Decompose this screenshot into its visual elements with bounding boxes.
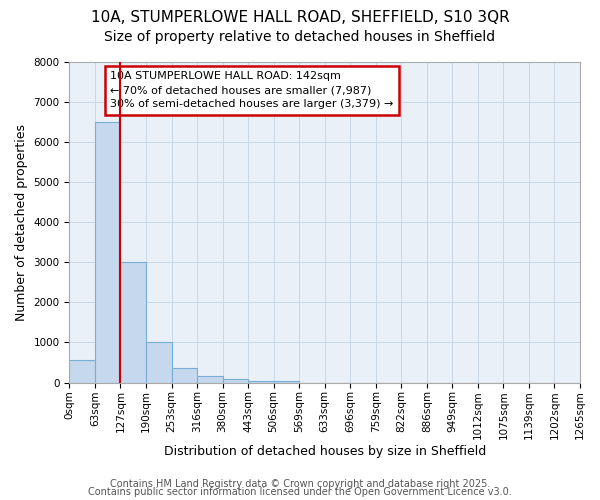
Text: 10A, STUMPERLOWE HALL ROAD, SHEFFIELD, S10 3QR: 10A, STUMPERLOWE HALL ROAD, SHEFFIELD, S… xyxy=(91,10,509,25)
Y-axis label: Number of detached properties: Number of detached properties xyxy=(15,124,28,320)
Bar xyxy=(146,342,172,382)
Bar xyxy=(172,368,197,382)
Text: 10A STUMPERLOWE HALL ROAD: 142sqm
← 70% of detached houses are smaller (7,987)
3: 10A STUMPERLOWE HALL ROAD: 142sqm ← 70% … xyxy=(110,71,394,109)
Bar xyxy=(197,376,223,382)
Text: Contains public sector information licensed under the Open Government Licence v3: Contains public sector information licen… xyxy=(88,487,512,497)
Text: Contains HM Land Registry data © Crown copyright and database right 2025.: Contains HM Land Registry data © Crown c… xyxy=(110,479,490,489)
X-axis label: Distribution of detached houses by size in Sheffield: Distribution of detached houses by size … xyxy=(164,444,486,458)
Bar xyxy=(223,378,248,382)
Bar xyxy=(121,262,146,382)
Bar xyxy=(274,380,299,382)
Bar xyxy=(70,360,95,382)
Bar xyxy=(95,122,121,382)
Text: Size of property relative to detached houses in Sheffield: Size of property relative to detached ho… xyxy=(104,30,496,44)
Bar xyxy=(248,380,274,382)
